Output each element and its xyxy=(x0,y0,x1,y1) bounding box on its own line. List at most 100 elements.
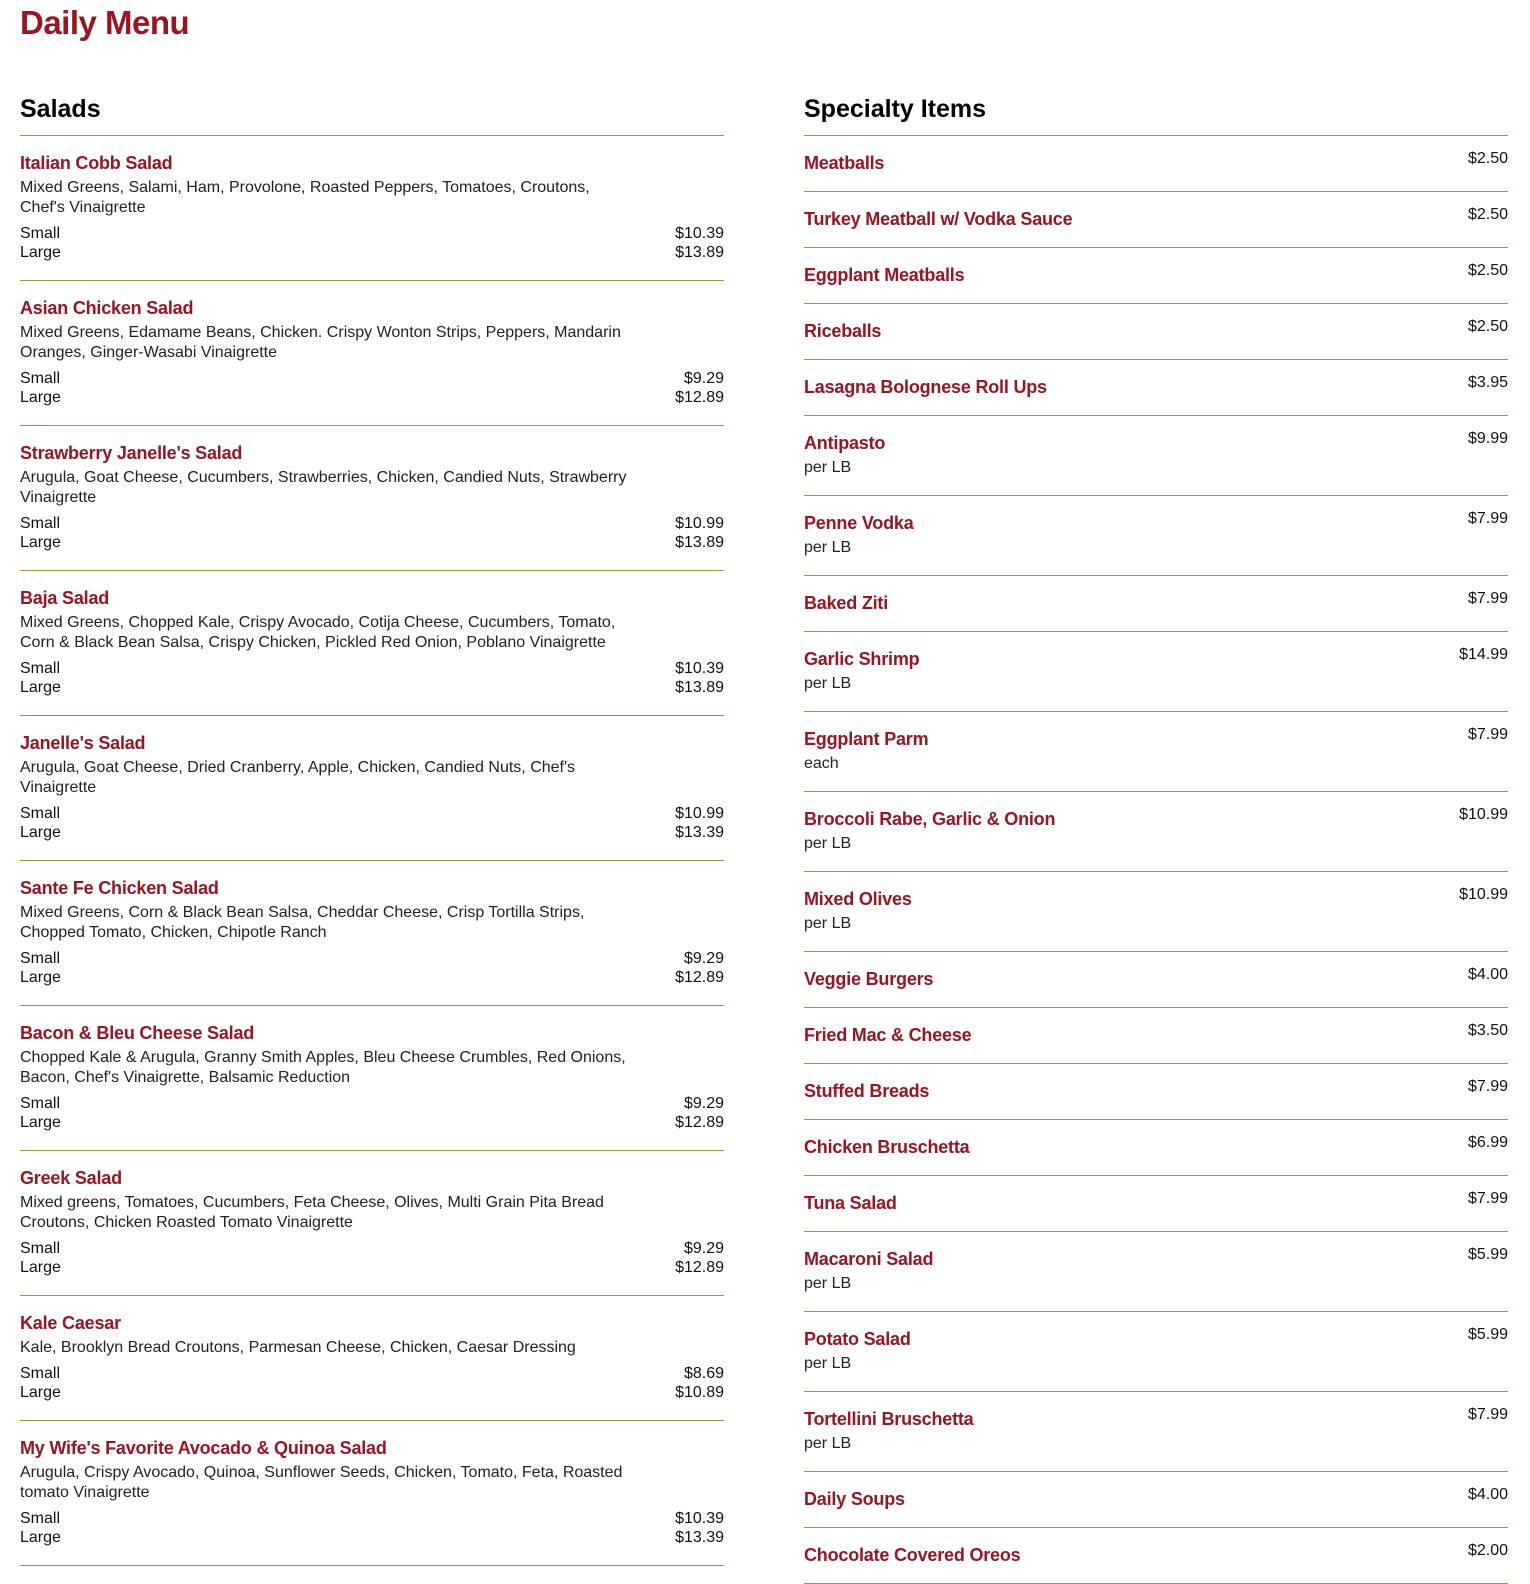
menu-item: Antipasto $9.99 per LB xyxy=(804,416,1508,496)
size-price: $12.89 xyxy=(675,389,724,406)
menu-item: Penne Vodka $7.99 per LB xyxy=(804,496,1508,576)
size-label: Large xyxy=(20,1384,61,1401)
menu-item: Meatballs $2.50 xyxy=(804,136,1508,192)
size-label: Small xyxy=(20,515,61,532)
item-name: Stuffed Breads xyxy=(804,1081,930,1101)
item-name: Daily Soups xyxy=(804,1489,905,1509)
item-price: $4.00 xyxy=(1467,1486,1508,1503)
menu-item: Baked Ziti $7.99 xyxy=(804,576,1508,632)
size-row-small: Small $9.29 xyxy=(20,1239,724,1258)
size-row-large: Large $13.39 xyxy=(20,823,724,842)
item-name: Baja Salad xyxy=(20,588,110,608)
section-heading: Salads xyxy=(20,92,724,136)
item-price: $6.99 xyxy=(1467,1134,1508,1151)
size-prices: Small $10.99 Large $13.39 xyxy=(20,804,724,842)
item-description: Mixed Greens, Chopped Kale, Crispy Avoca… xyxy=(20,614,616,651)
size-row-large: Large $12.89 xyxy=(20,1113,724,1132)
size-price: $9.29 xyxy=(683,950,724,967)
menu-item: Fried Mac & Cheese $3.50 xyxy=(804,1008,1508,1064)
item-name: Veggie Burgers xyxy=(804,969,934,989)
menu-item: Daily Soups $4.00 xyxy=(804,1472,1508,1528)
item-description: Mixed greens, Tomatoes, Cucumbers, Feta … xyxy=(20,1194,604,1231)
item-name: Garlic Shrimp xyxy=(804,649,920,669)
size-prices: Small $9.29 Large $12.89 xyxy=(20,369,724,407)
size-label: Small xyxy=(20,950,61,967)
size-row-small: Small $9.29 xyxy=(20,949,724,968)
item-price: $2.50 xyxy=(1467,318,1508,335)
size-row-large: Large $13.89 xyxy=(20,678,724,697)
size-row-small: Small $10.99 xyxy=(20,514,724,533)
item-unit: per LB xyxy=(804,1435,852,1452)
menu-item: Baja Salad Mixed Greens, Chopped Kale, Cr… xyxy=(20,571,724,716)
item-description: Mixed Greens, Edamame Beans, Chicken. Cr… xyxy=(20,324,621,361)
menu-item: Tuna Salad $7.99 xyxy=(804,1176,1508,1232)
size-row-small: Small $10.39 xyxy=(20,1509,724,1528)
size-price: $8.69 xyxy=(683,1365,724,1382)
size-label: Small xyxy=(20,225,61,242)
size-row-small: Small $8.69 xyxy=(20,1364,724,1383)
size-price: $9.29 xyxy=(683,1095,724,1112)
size-row-small: Small $10.39 xyxy=(20,224,724,243)
item-name: Antipasto xyxy=(804,433,886,453)
item-price: $7.99 xyxy=(1467,590,1508,607)
menu-item: Asian Chicken Salad Mixed Greens, Edamame… xyxy=(20,281,724,426)
menu-item: Garlic Shrimp $14.99 per LB xyxy=(804,632,1508,712)
item-name: Riceballs xyxy=(804,321,882,341)
section-heading: Specialty Items xyxy=(804,92,1508,136)
item-name: Potato Salad xyxy=(804,1329,911,1349)
size-price: $12.89 xyxy=(675,969,724,986)
item-price: $4.00 xyxy=(1467,966,1508,983)
item-name: Kale Caesar xyxy=(20,1313,121,1333)
item-price: $2.00 xyxy=(1467,1542,1508,1559)
item-name: Eggplant Meatballs xyxy=(804,265,965,285)
menu-item: Riceballs $2.50 xyxy=(804,304,1508,360)
item-price: $5.99 xyxy=(1467,1246,1508,1263)
size-row-large: Large $12.89 xyxy=(20,968,724,987)
item-name: Chocolate Covered Oreos xyxy=(804,1545,1021,1565)
size-label: Small xyxy=(20,1365,61,1382)
size-label: Large xyxy=(20,969,61,986)
item-name: Greek Salad xyxy=(20,1168,122,1188)
menu-item: Lasagna Bolognese Roll Ups $3.95 xyxy=(804,360,1508,416)
page-title: Daily Menu xyxy=(20,4,190,41)
menu-item: Janelle's Salad Arugula, Goat Cheese, Dri… xyxy=(20,716,724,861)
specialty-section: Specialty Items Meatballs $2.50 Turkey Mea… xyxy=(804,92,1508,1584)
item-description: Kale, Brooklyn Bread Croutons, Parmesan … xyxy=(20,1339,576,1356)
item-name: Sante Fe Chicken Salad xyxy=(20,878,219,898)
size-price: $10.39 xyxy=(675,1510,724,1527)
item-name: Chicken Bruschetta xyxy=(804,1137,970,1157)
size-price: $12.89 xyxy=(675,1259,724,1276)
size-row-small: Small $9.29 xyxy=(20,369,724,388)
item-name: Baked Ziti xyxy=(804,593,889,613)
size-row-large: Large $13.89 xyxy=(20,533,724,552)
size-label: Small xyxy=(20,660,61,677)
menu-item: Kale Caesar Kale, Brooklyn Bread Croutons… xyxy=(20,1296,724,1421)
size-label: Large xyxy=(20,244,61,261)
size-label: Large xyxy=(20,1259,61,1276)
size-price: $13.89 xyxy=(675,244,724,261)
item-price: $7.99 xyxy=(1467,1078,1508,1095)
menu-item: Chicken Bruschetta $6.99 xyxy=(804,1120,1508,1176)
size-label: Large xyxy=(20,389,61,406)
menu-item: Sante Fe Chicken Salad Mixed Greens, Corn… xyxy=(20,861,724,1006)
menu-item: My Wife's Favorite Avocado & Quinoa Sala… xyxy=(20,1421,724,1566)
size-row-small: Small $10.39 xyxy=(20,659,724,678)
size-prices: Small $9.29 Large $12.89 xyxy=(20,1094,724,1132)
item-unit: per LB xyxy=(804,1275,852,1292)
menu-item: Broccoli Rabe, Garlic & Onion $10.99 per L… xyxy=(804,792,1508,872)
size-label: Small xyxy=(20,1095,61,1112)
item-name: Mixed Olives xyxy=(804,889,912,909)
item-price: $14.99 xyxy=(1459,646,1508,663)
menu-item: Italian Cobb Salad Mixed Greens, Salami, … xyxy=(20,136,724,281)
menu-item: Greek Salad Mixed greens, Tomatoes, Cucum… xyxy=(20,1151,724,1296)
item-price: $3.50 xyxy=(1467,1022,1508,1039)
item-unit: per LB xyxy=(804,835,852,852)
menu-item: Strawberry Janelle's Salad Arugula, Goat … xyxy=(20,426,724,571)
item-description: Mixed Greens, Salami, Ham, Provolone, Ro… xyxy=(20,179,590,216)
item-name: Strawberry Janelle's Salad xyxy=(20,443,243,463)
size-prices: Small $10.39 Large $13.39 xyxy=(20,1509,724,1547)
size-price: $13.89 xyxy=(675,679,724,696)
item-price: $2.50 xyxy=(1467,206,1508,223)
item-unit: per LB xyxy=(804,915,852,932)
menu-item: Macaroni Salad $5.99 per LB xyxy=(804,1232,1508,1312)
